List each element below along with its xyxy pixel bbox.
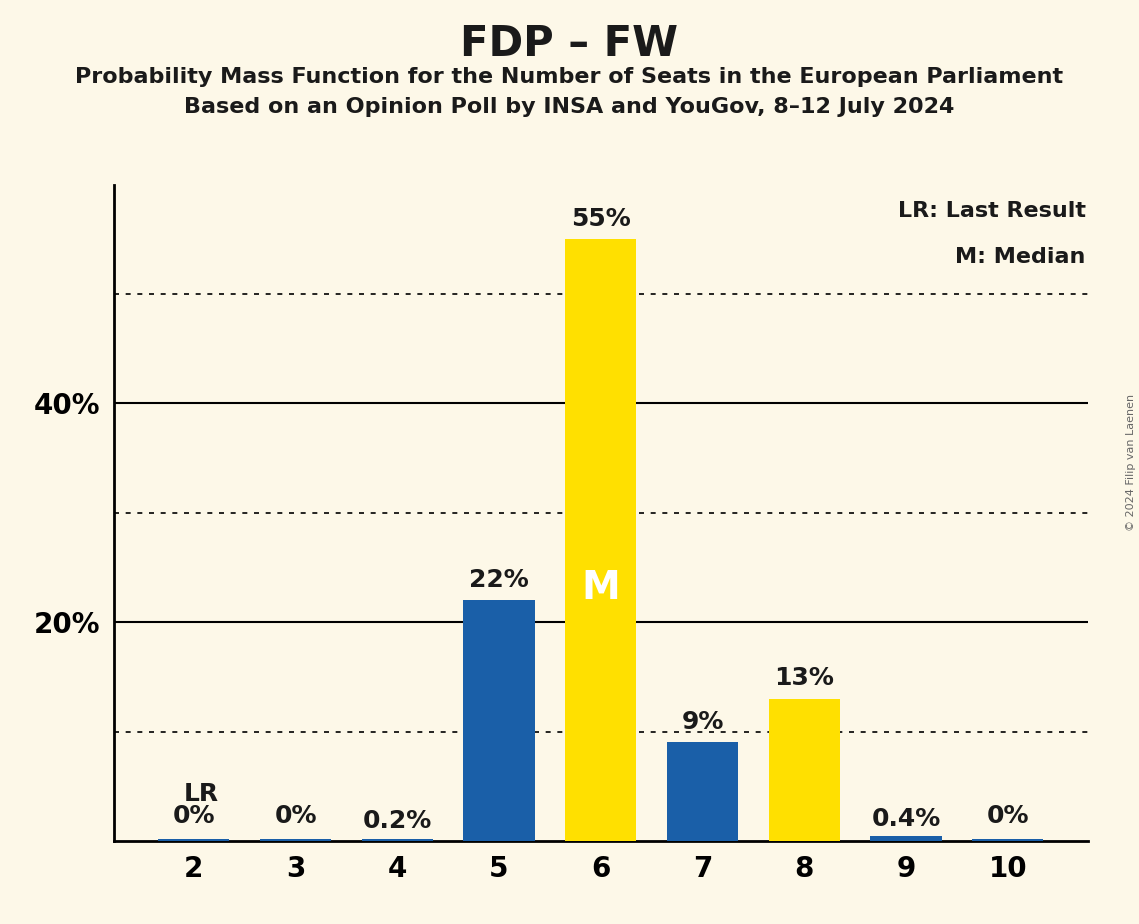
Bar [667,743,738,841]
Text: 0%: 0% [172,804,215,828]
Text: Based on an Opinion Poll by INSA and YouGov, 8–12 July 2024: Based on an Opinion Poll by INSA and You… [185,97,954,117]
Text: LR: LR [183,782,219,806]
Bar [769,699,839,841]
Bar [464,601,534,841]
Text: M: M [581,569,621,607]
Text: 9%: 9% [681,710,723,734]
Bar [565,239,637,841]
Text: 0%: 0% [986,804,1030,828]
Bar [158,839,229,841]
Text: 13%: 13% [775,666,834,690]
Text: 0.4%: 0.4% [871,807,941,831]
Text: M: Median: M: Median [956,247,1085,267]
Text: FDP – FW: FDP – FW [460,23,679,65]
Text: © 2024 Filip van Laenen: © 2024 Filip van Laenen [1126,394,1136,530]
Bar [973,839,1043,841]
Text: 0%: 0% [274,804,317,828]
Text: LR: Last Result: LR: Last Result [898,201,1085,221]
Bar [260,839,331,841]
Text: 55%: 55% [571,207,631,231]
Bar [870,836,942,841]
Text: 0.2%: 0.2% [362,809,432,833]
Text: Probability Mass Function for the Number of Seats in the European Parliament: Probability Mass Function for the Number… [75,67,1064,87]
Bar [362,839,433,841]
Text: 22%: 22% [469,567,528,591]
